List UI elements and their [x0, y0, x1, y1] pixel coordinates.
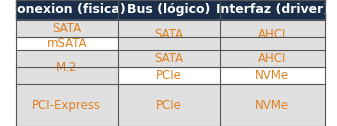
Bar — [220, 0, 325, 20]
Bar — [16, 37, 118, 50]
Text: PCI-Express: PCI-Express — [32, 99, 101, 112]
Text: mSATA: mSATA — [47, 37, 87, 50]
Bar — [220, 50, 325, 67]
Text: Bus (lógico): Bus (lógico) — [127, 3, 210, 16]
Bar — [16, 0, 118, 20]
Bar — [16, 50, 118, 84]
Text: PCIe: PCIe — [156, 69, 182, 82]
Text: Conexion (fisica): Conexion (fisica) — [8, 3, 126, 16]
Text: Interfaz (driver): Interfaz (driver) — [216, 3, 329, 16]
Bar — [118, 67, 220, 84]
Bar — [220, 84, 325, 126]
Text: NVMe: NVMe — [255, 69, 289, 82]
Text: SATA: SATA — [52, 22, 81, 35]
Bar — [118, 50, 220, 67]
Bar — [16, 84, 118, 126]
Bar — [118, 84, 220, 126]
Text: M.2: M.2 — [56, 61, 78, 74]
Text: SATA: SATA — [154, 28, 183, 41]
Bar — [220, 20, 325, 50]
Bar — [220, 67, 325, 84]
Bar — [16, 20, 118, 37]
Text: AHCI: AHCI — [258, 52, 286, 65]
Text: PCIe: PCIe — [156, 99, 182, 112]
Text: AHCI: AHCI — [258, 28, 286, 41]
Text: NVMe: NVMe — [255, 99, 289, 112]
Bar — [118, 0, 220, 20]
Bar — [118, 20, 220, 50]
Text: SATA: SATA — [154, 52, 183, 65]
